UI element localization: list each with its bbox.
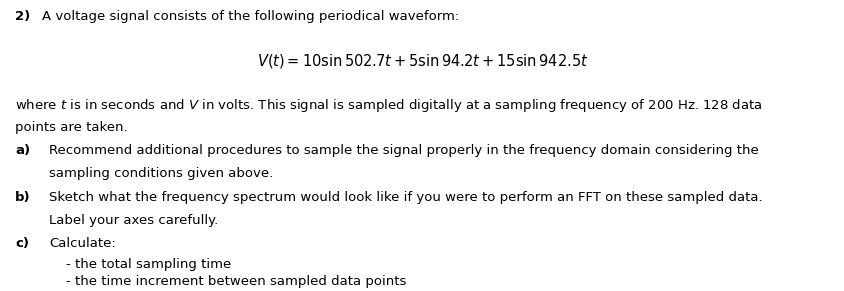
Text: Label your axes carefully.: Label your axes carefully. bbox=[49, 214, 218, 227]
Text: sampling conditions given above.: sampling conditions given above. bbox=[49, 167, 273, 180]
Text: Sketch what the frequency spectrum would look like if you were to perform an FFT: Sketch what the frequency spectrum would… bbox=[49, 191, 762, 204]
Text: - the time increment between sampled data points: - the time increment between sampled dat… bbox=[66, 275, 406, 288]
Text: points are taken.: points are taken. bbox=[15, 121, 127, 134]
Text: 2): 2) bbox=[15, 10, 30, 23]
Text: Calculate:: Calculate: bbox=[49, 237, 116, 250]
Text: b): b) bbox=[15, 191, 30, 204]
Text: A voltage signal consists of the following periodical waveform:: A voltage signal consists of the followi… bbox=[42, 10, 459, 23]
Text: - the total sampling time: - the total sampling time bbox=[66, 258, 231, 271]
Text: a): a) bbox=[15, 144, 30, 157]
Text: where $t$ is in seconds and $V$ in volts. This signal is sampled digitally at a : where $t$ is in seconds and $V$ in volts… bbox=[15, 97, 762, 114]
Text: c): c) bbox=[15, 237, 30, 250]
Text: Recommend additional procedures to sample the signal properly in the frequency d: Recommend additional procedures to sampl… bbox=[49, 144, 758, 157]
Text: $V(t) = 10\sin 502.7t + 5\sin 94.2t + 15\sin 942.5t$: $V(t) = 10\sin 502.7t + 5\sin 94.2t + 15… bbox=[257, 52, 587, 70]
